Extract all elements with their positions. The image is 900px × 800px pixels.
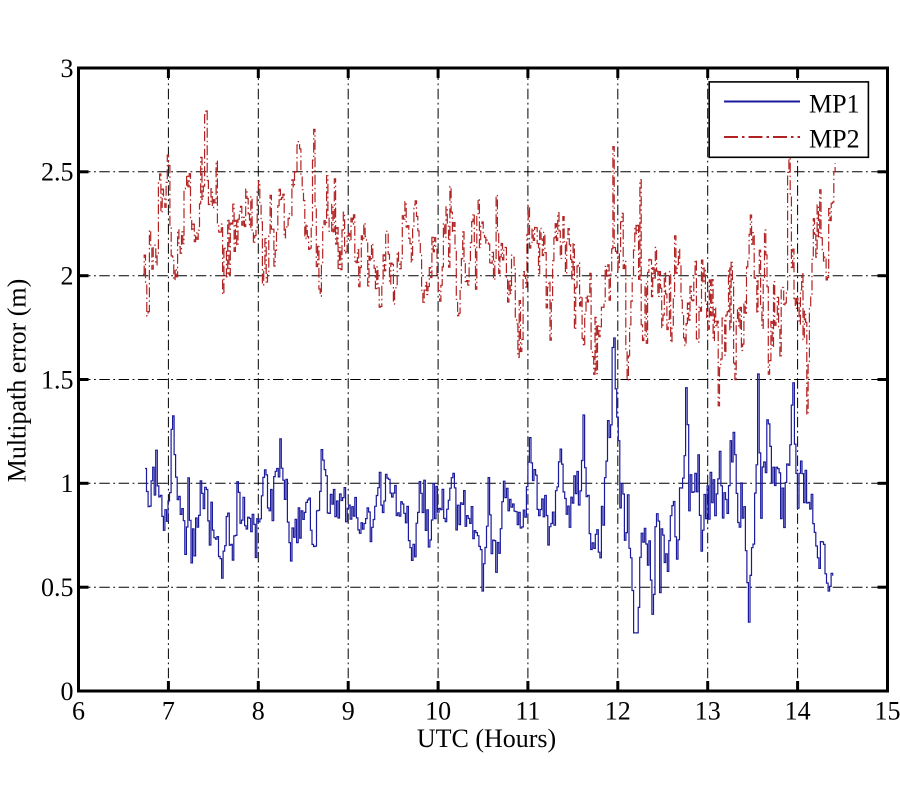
svg-text:11: 11 bbox=[515, 697, 540, 726]
svg-text:MP1: MP1 bbox=[809, 89, 860, 118]
svg-text:7: 7 bbox=[162, 697, 175, 726]
svg-text:3: 3 bbox=[61, 54, 74, 83]
svg-text:9: 9 bbox=[342, 697, 355, 726]
svg-text:6: 6 bbox=[72, 697, 85, 726]
svg-text:14: 14 bbox=[785, 697, 811, 726]
svg-text:2: 2 bbox=[61, 262, 74, 291]
svg-text:0.5: 0.5 bbox=[41, 573, 74, 602]
svg-text:1: 1 bbox=[61, 469, 74, 498]
svg-text:10: 10 bbox=[425, 697, 451, 726]
svg-text:0: 0 bbox=[61, 677, 74, 706]
svg-text:12: 12 bbox=[605, 697, 631, 726]
svg-text:13: 13 bbox=[695, 697, 721, 726]
svg-text:2.5: 2.5 bbox=[41, 158, 74, 187]
svg-text:UTC (Hours): UTC (Hours) bbox=[417, 724, 556, 753]
svg-text:Multipath error (m): Multipath error (m) bbox=[3, 279, 32, 483]
svg-text:8: 8 bbox=[252, 697, 265, 726]
svg-text:1.5: 1.5 bbox=[41, 365, 74, 394]
svg-text:MP2: MP2 bbox=[809, 124, 860, 153]
svg-text:15: 15 bbox=[875, 697, 900, 726]
